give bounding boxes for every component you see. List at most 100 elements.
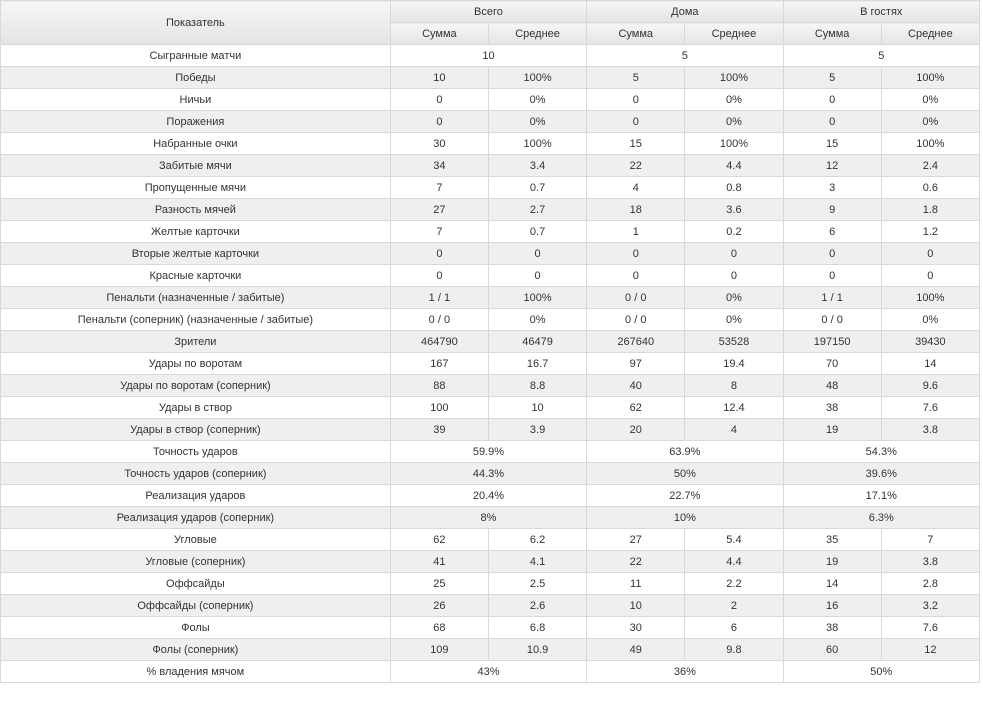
table-row: Реализация ударов (соперник) 8% 10% 6.3%: [0, 506, 981, 529]
row-label: Красные карточки: [0, 264, 391, 287]
table-row: Оффсайды 25 2.5 11 2.2 14 2.8: [0, 572, 981, 595]
sum-cell: 0: [389, 110, 489, 133]
subheader-away-avg: Среднее: [880, 22, 981, 45]
average-cell: 7.6: [880, 396, 981, 419]
average-cell: 14: [880, 352, 981, 375]
sum-cell: 48: [782, 374, 882, 397]
sum-cell: 10: [586, 594, 686, 617]
table-row: Желтые карточки 7 0.7 1 0.2 6 1.2: [0, 220, 981, 243]
table-row: Зрители 464790 46479 267640 53528 197150 39430: [0, 330, 981, 353]
merged-value-cell: 5: [782, 44, 981, 67]
average-cell: 39430: [880, 330, 981, 353]
sum-cell: 20: [586, 418, 686, 441]
average-cell: 2.4: [880, 154, 981, 177]
average-cell: 0: [487, 242, 588, 265]
sum-cell: 0 / 0: [389, 308, 489, 331]
row-label: Удары по воротам (соперник): [0, 374, 391, 397]
table-row: Сыгранные матчи 10 5 5: [0, 44, 981, 67]
average-cell: 46479: [487, 330, 588, 353]
average-cell: 0.6: [880, 176, 981, 199]
average-cell: 100%: [880, 286, 981, 309]
group-header-home: Дома: [586, 0, 784, 23]
average-cell: 0.7: [487, 220, 588, 243]
sum-cell: 38: [782, 396, 882, 419]
sum-cell: 197150: [782, 330, 882, 353]
group-header-away: В гостях: [782, 0, 981, 23]
average-cell: 0: [880, 264, 981, 287]
row-label: Желтые карточки: [0, 220, 391, 243]
table-row: Вторые желтые карточки 0 0 0 0 0 0: [0, 242, 981, 265]
sum-cell: 6: [782, 220, 882, 243]
average-cell: 12.4: [684, 396, 784, 419]
sum-cell: 0: [586, 242, 686, 265]
row-label: Оффсайды (соперник): [0, 594, 391, 617]
sum-cell: 16: [782, 594, 882, 617]
merged-value-cell: 44.3%: [389, 462, 588, 485]
average-cell: 100%: [487, 66, 588, 89]
sum-cell: 0: [389, 242, 489, 265]
table-row: Пропущенные мячи 7 0.7 4 0.8 3 0.6: [0, 176, 981, 199]
sum-cell: 41: [389, 550, 489, 573]
sum-cell: 0: [389, 88, 489, 111]
average-cell: 2.5: [487, 572, 588, 595]
average-cell: 0%: [487, 88, 588, 111]
sum-cell: 70: [782, 352, 882, 375]
table-row: Угловые (соперник) 41 4.1 22 4.4 19 3.8: [0, 550, 981, 573]
average-cell: 0%: [684, 88, 784, 111]
table-body: Сыгранные матчи 10 5 5 Победы 10 100% 5 100% 5 100…: [0, 44, 981, 683]
table-row: Удары по воротам (соперник) 88 8.8 40 8 48 9.6: [0, 374, 981, 397]
table-row: Реализация ударов 20.4% 22.7% 17.1%: [0, 484, 981, 507]
sum-cell: 25: [389, 572, 489, 595]
sum-cell: 0: [586, 88, 686, 111]
table-row: Фолы 68 6.8 30 6 38 7.6: [0, 616, 981, 639]
merged-value-cell: 63.9%: [586, 440, 784, 463]
sum-cell: 7: [389, 220, 489, 243]
sum-cell: 0: [586, 110, 686, 133]
row-label: Оффсайды: [0, 572, 391, 595]
subheader-home-avg: Среднее: [684, 22, 784, 45]
average-cell: 100%: [487, 286, 588, 309]
row-label: Забитые мячи: [0, 154, 391, 177]
table-row: Забитые мячи 34 3.4 22 4.4 12 2.4: [0, 154, 981, 177]
average-cell: 8.8: [487, 374, 588, 397]
row-label: Пенальти (соперник) (назначенные / забит…: [0, 308, 391, 331]
merged-value-cell: 10: [389, 44, 588, 67]
average-cell: 0.8: [684, 176, 784, 199]
merged-value-cell: 36%: [586, 660, 784, 683]
sum-cell: 26: [389, 594, 489, 617]
table-header: Показатель Всего Дома В гостях Сумма Сре…: [0, 0, 981, 45]
average-cell: 3.6: [684, 198, 784, 221]
sum-cell: 19: [782, 550, 882, 573]
label-column-header: Показатель: [0, 0, 391, 45]
sum-cell: 49: [586, 638, 686, 661]
row-label: Вторые желтые карточки: [0, 242, 391, 265]
subheader-total-sum: Сумма: [389, 22, 489, 45]
sum-cell: 30: [586, 616, 686, 639]
average-cell: 0%: [880, 308, 981, 331]
average-cell: 19.4: [684, 352, 784, 375]
sum-cell: 62: [586, 396, 686, 419]
merged-value-cell: 59.9%: [389, 440, 588, 463]
sum-cell: 0: [586, 264, 686, 287]
sum-cell: 0: [389, 264, 489, 287]
average-cell: 8: [684, 374, 784, 397]
sum-cell: 97: [586, 352, 686, 375]
sum-cell: 11: [586, 572, 686, 595]
stats-table: Показатель Всего Дома В гостях Сумма Сре…: [0, 0, 981, 683]
average-cell: 3.4: [487, 154, 588, 177]
average-cell: 9.6: [880, 374, 981, 397]
row-label: Пропущенные мячи: [0, 176, 391, 199]
sum-cell: 3: [782, 176, 882, 199]
table-row: Набранные очки 30 100% 15 100% 15 100%: [0, 132, 981, 155]
table-row: Разность мячей 27 2.7 18 3.6 9 1.8: [0, 198, 981, 221]
merged-value-cell: 17.1%: [782, 484, 981, 507]
sum-cell: 12: [782, 154, 882, 177]
merged-value-cell: 6.3%: [782, 506, 981, 529]
average-cell: 100%: [880, 132, 981, 155]
merged-value-cell: 43%: [389, 660, 588, 683]
sum-cell: 5: [586, 66, 686, 89]
average-cell: 7: [880, 528, 981, 551]
average-cell: 0.7: [487, 176, 588, 199]
average-cell: 12: [880, 638, 981, 661]
merged-value-cell: 22.7%: [586, 484, 784, 507]
